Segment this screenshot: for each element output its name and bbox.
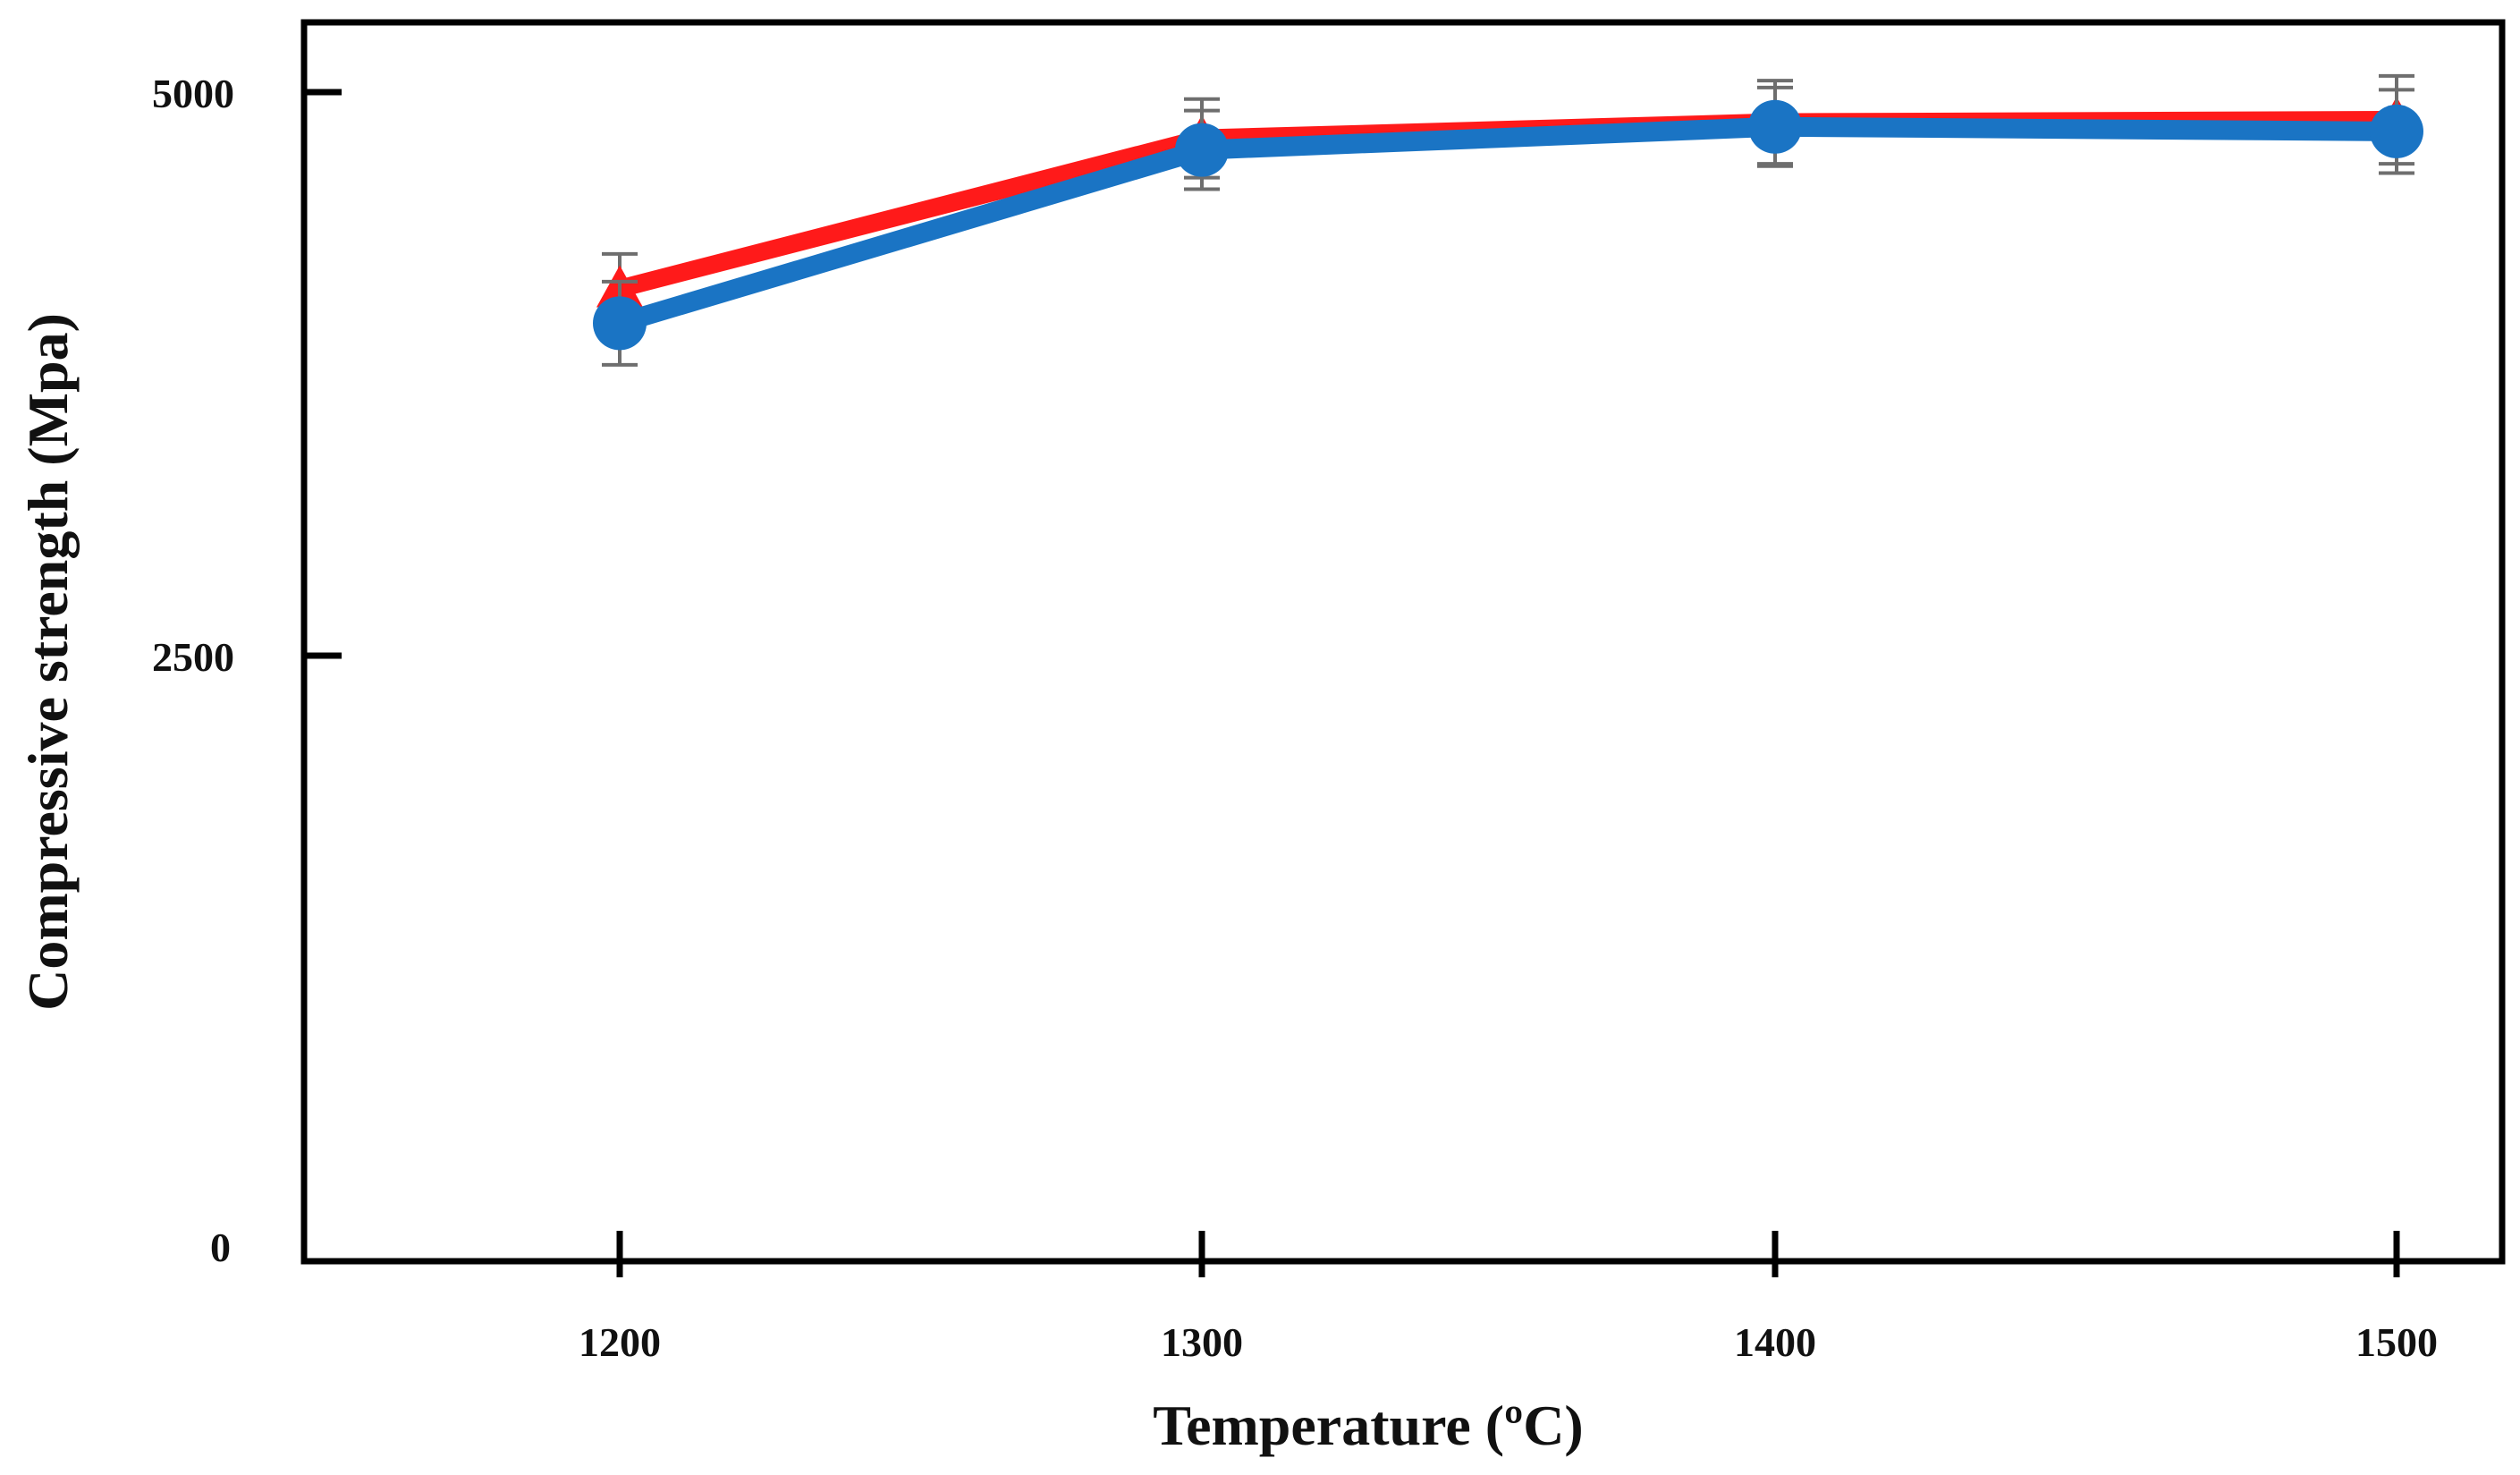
x-tick-label-1400: 1400	[1734, 1319, 1816, 1365]
axis-ticks	[304, 89, 2400, 1277]
y-tick-label-5000: 5000	[152, 71, 234, 116]
series-1	[596, 73, 2420, 326]
tick-labels: 0 2500 5000 1200 1300 1400 1500	[152, 71, 2438, 1365]
x-tick-label-1200: 1200	[579, 1319, 661, 1365]
series-line-2	[610, 116, 2406, 334]
y-tick-label-0: 0	[210, 1225, 231, 1270]
point-2-1200	[593, 296, 647, 351]
y-axis-title: Compressive strength (Mpa)	[16, 313, 80, 1011]
plot-frame	[300, 19, 2506, 1265]
series-layer	[593, 73, 2423, 367]
x-tick-label-1300: 1300	[1161, 1319, 1243, 1365]
x-tick-label-1500: 1500	[2355, 1319, 2438, 1365]
point-2-1300	[1175, 123, 1229, 177]
point-2-1400	[1748, 99, 1802, 154]
y-tick-label-2500: 2500	[152, 634, 234, 680]
point-2-1500	[2370, 104, 2423, 158]
series-2	[593, 85, 2423, 367]
x-axis-title: Temperature (ºC)	[1153, 1394, 1583, 1457]
